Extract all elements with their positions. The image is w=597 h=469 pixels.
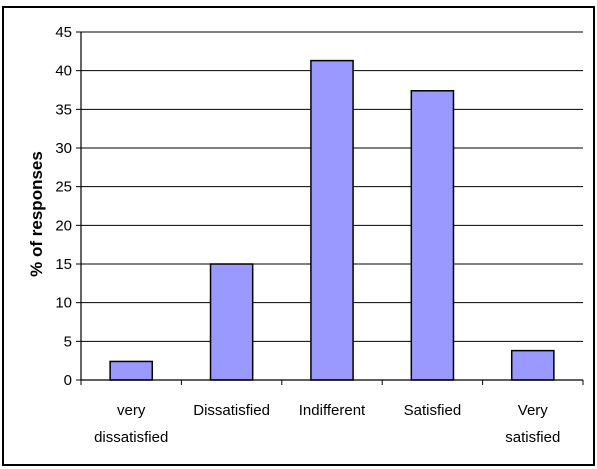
bar-1 [209,263,254,381]
y-tick-label: 15 [55,256,72,273]
y-tick-label: 10 [55,295,72,312]
chart-frame: 0 5 10 15 20 25 30 35 40 45 very dissatisfied Dissa… [2,6,595,466]
x-tick-label: satisfied [505,429,560,446]
x-tick-label: Satisfied [404,402,462,419]
y-tick-label: 0 [64,372,72,389]
y-tick-label: 30 [55,140,72,157]
bar-2 [310,59,354,381]
x-tick-label: Dissatisfied [193,402,270,419]
x-tick-label: Very [518,402,549,419]
bar-4 [510,349,555,381]
y-tick-label: 40 [55,63,72,80]
bar-chart: 0 5 10 15 20 25 30 35 40 45 very dissatisfied Dissa… [27,24,584,446]
y-tick-labels: 0 5 10 15 20 25 30 35 40 45 [55,24,72,389]
bar-0 [109,360,154,381]
x-tick-label: very [117,402,146,419]
bar-3 [410,90,455,381]
x-tick-labels: very dissatisfied Dissatisfied Indifferent S… [94,402,560,446]
y-tick-label: 35 [55,101,72,118]
y-tick-label: 25 [55,179,72,196]
x-tick-label: Indifferent [299,402,366,419]
y-tick-label: 5 [64,333,72,350]
axes [76,31,584,385]
y-tick-label: 20 [55,217,72,234]
x-tick-label: dissatisfied [94,429,168,446]
bars [109,59,555,381]
y-axis-label: % of responses [27,151,46,277]
y-tick-label: 45 [55,24,72,41]
